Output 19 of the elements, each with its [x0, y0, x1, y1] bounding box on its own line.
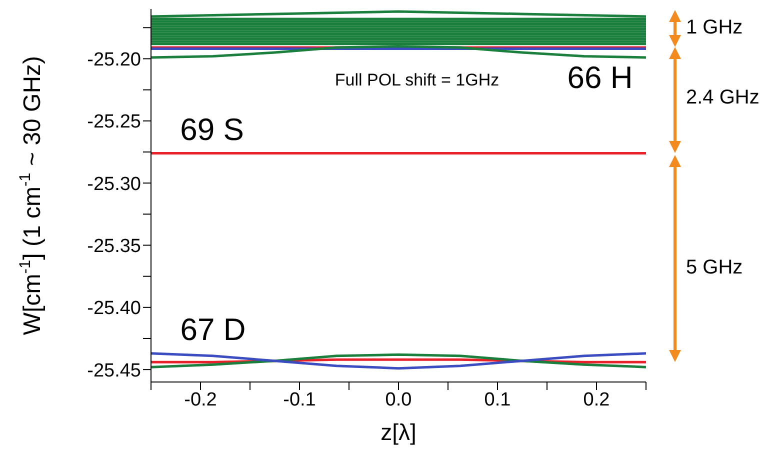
x-tick-label: -0.2: [184, 389, 217, 410]
x-tick-label: 0.2: [583, 389, 610, 410]
x-tick-label: 0.1: [484, 389, 511, 410]
y-tick-label: -25.45: [87, 360, 141, 382]
y-tick-label: -25.30: [87, 174, 141, 195]
annotation: 66 H: [567, 60, 633, 96]
annotation: 69 S: [180, 112, 244, 148]
annotation: Full POL shift = 1GHz: [334, 70, 500, 90]
x-axis-title: z[λ]: [380, 419, 416, 445]
y-tick-label: -25.40: [87, 298, 141, 320]
text: 1 GHz: [686, 16, 743, 38]
x-tick-label: -0.1: [283, 389, 316, 410]
y-tick-label: -25.25: [87, 112, 141, 133]
x-tick-label: 0.0: [385, 389, 412, 410]
y-tick-label: -25.35: [87, 236, 141, 257]
text: 2.4 GHz: [686, 86, 760, 108]
text: 5 GHz: [686, 256, 743, 278]
y-tick-label: -25.20: [87, 49, 141, 70]
annotation: 67 D: [180, 312, 246, 348]
